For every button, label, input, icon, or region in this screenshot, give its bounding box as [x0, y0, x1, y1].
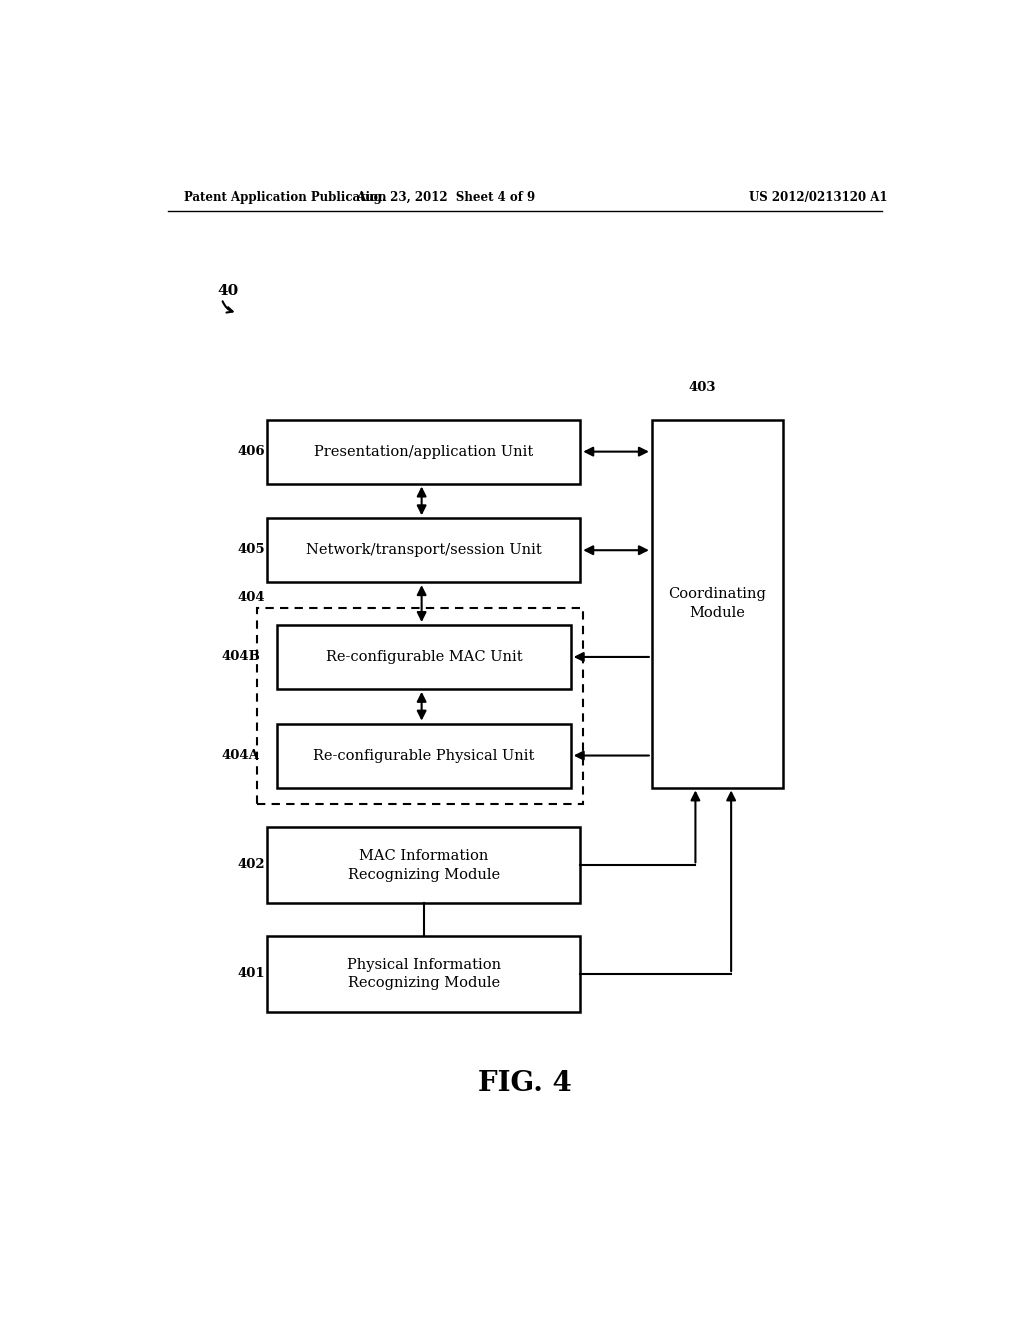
- Text: Presentation/application Unit: Presentation/application Unit: [314, 445, 534, 458]
- Text: Re-configurable Physical Unit: Re-configurable Physical Unit: [313, 748, 535, 763]
- Text: Aug. 23, 2012  Sheet 4 of 9: Aug. 23, 2012 Sheet 4 of 9: [356, 190, 535, 203]
- Bar: [278, 723, 570, 788]
- Text: 405: 405: [238, 544, 265, 556]
- Text: 40: 40: [217, 284, 239, 297]
- Text: 404B: 404B: [221, 649, 260, 663]
- Bar: [267, 828, 581, 903]
- Bar: [267, 519, 581, 582]
- Bar: [278, 624, 570, 689]
- Text: 401: 401: [238, 968, 265, 979]
- Text: FIG. 4: FIG. 4: [478, 1069, 571, 1097]
- Text: Network/transport/session Unit: Network/transport/session Unit: [306, 544, 542, 557]
- Text: Patent Application Publication: Patent Application Publication: [183, 190, 386, 203]
- Text: 404: 404: [238, 591, 265, 605]
- Text: MAC Information
Recognizing Module: MAC Information Recognizing Module: [347, 849, 500, 882]
- Text: 406: 406: [238, 445, 265, 458]
- Text: US 2012/0213120 A1: US 2012/0213120 A1: [750, 190, 888, 203]
- Bar: [257, 607, 583, 804]
- Bar: [267, 420, 581, 483]
- Text: Coordinating
Module: Coordinating Module: [669, 587, 766, 620]
- Text: 402: 402: [238, 858, 265, 871]
- Text: 403: 403: [688, 380, 716, 393]
- Bar: [652, 420, 782, 788]
- Text: Re-configurable MAC Unit: Re-configurable MAC Unit: [326, 649, 522, 664]
- Text: Physical Information
Recognizing Module: Physical Information Recognizing Module: [346, 958, 501, 990]
- Bar: [267, 936, 581, 1012]
- Text: 404A: 404A: [221, 748, 259, 762]
